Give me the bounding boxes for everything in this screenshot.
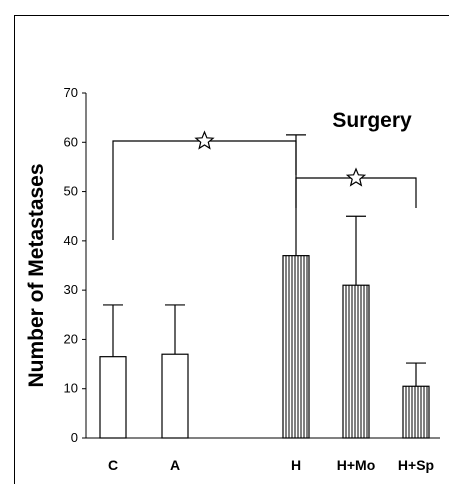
star-icon: [194, 130, 215, 150]
x-category-label: H: [291, 457, 301, 473]
x-category-label: H+Mo: [337, 457, 376, 473]
bar-h: [282, 255, 310, 439]
y-tick-label: 50: [64, 184, 78, 199]
y-tick-label: 70: [64, 85, 78, 100]
bar-c: [99, 356, 127, 439]
chart-error-bars: [103, 134, 426, 387]
star-icon: [345, 167, 367, 187]
bar-h-sp: [402, 385, 430, 439]
y-tick-label: 10: [64, 381, 78, 396]
y-tick-label: 60: [64, 134, 78, 149]
x-category-label: A: [170, 457, 180, 473]
y-tick-label: 40: [64, 233, 78, 248]
surgery-annotation: Surgery: [332, 109, 412, 132]
y-axis-label: Number of Metastases: [25, 163, 48, 387]
significance-brackets: [112, 130, 417, 240]
bar-a: [161, 353, 189, 439]
x-category-label: H+Sp: [398, 457, 434, 473]
frame-left-border: [14, 15, 15, 484]
x-category-label: C: [108, 457, 118, 473]
significance-bracket: [112, 140, 297, 240]
chart-bars: [99, 255, 430, 439]
chart-axes: [82, 92, 440, 439]
frame-top-border: [14, 15, 449, 16]
chart-labels: 0 10 20 30 40 50 60 70 Number of Metastases C A H H+…: [25, 85, 434, 473]
y-tick-label: 20: [64, 331, 78, 346]
y-tick-label: 0: [71, 430, 78, 445]
bar-h-mo: [342, 284, 370, 439]
y-tick-label: 30: [64, 282, 78, 297]
